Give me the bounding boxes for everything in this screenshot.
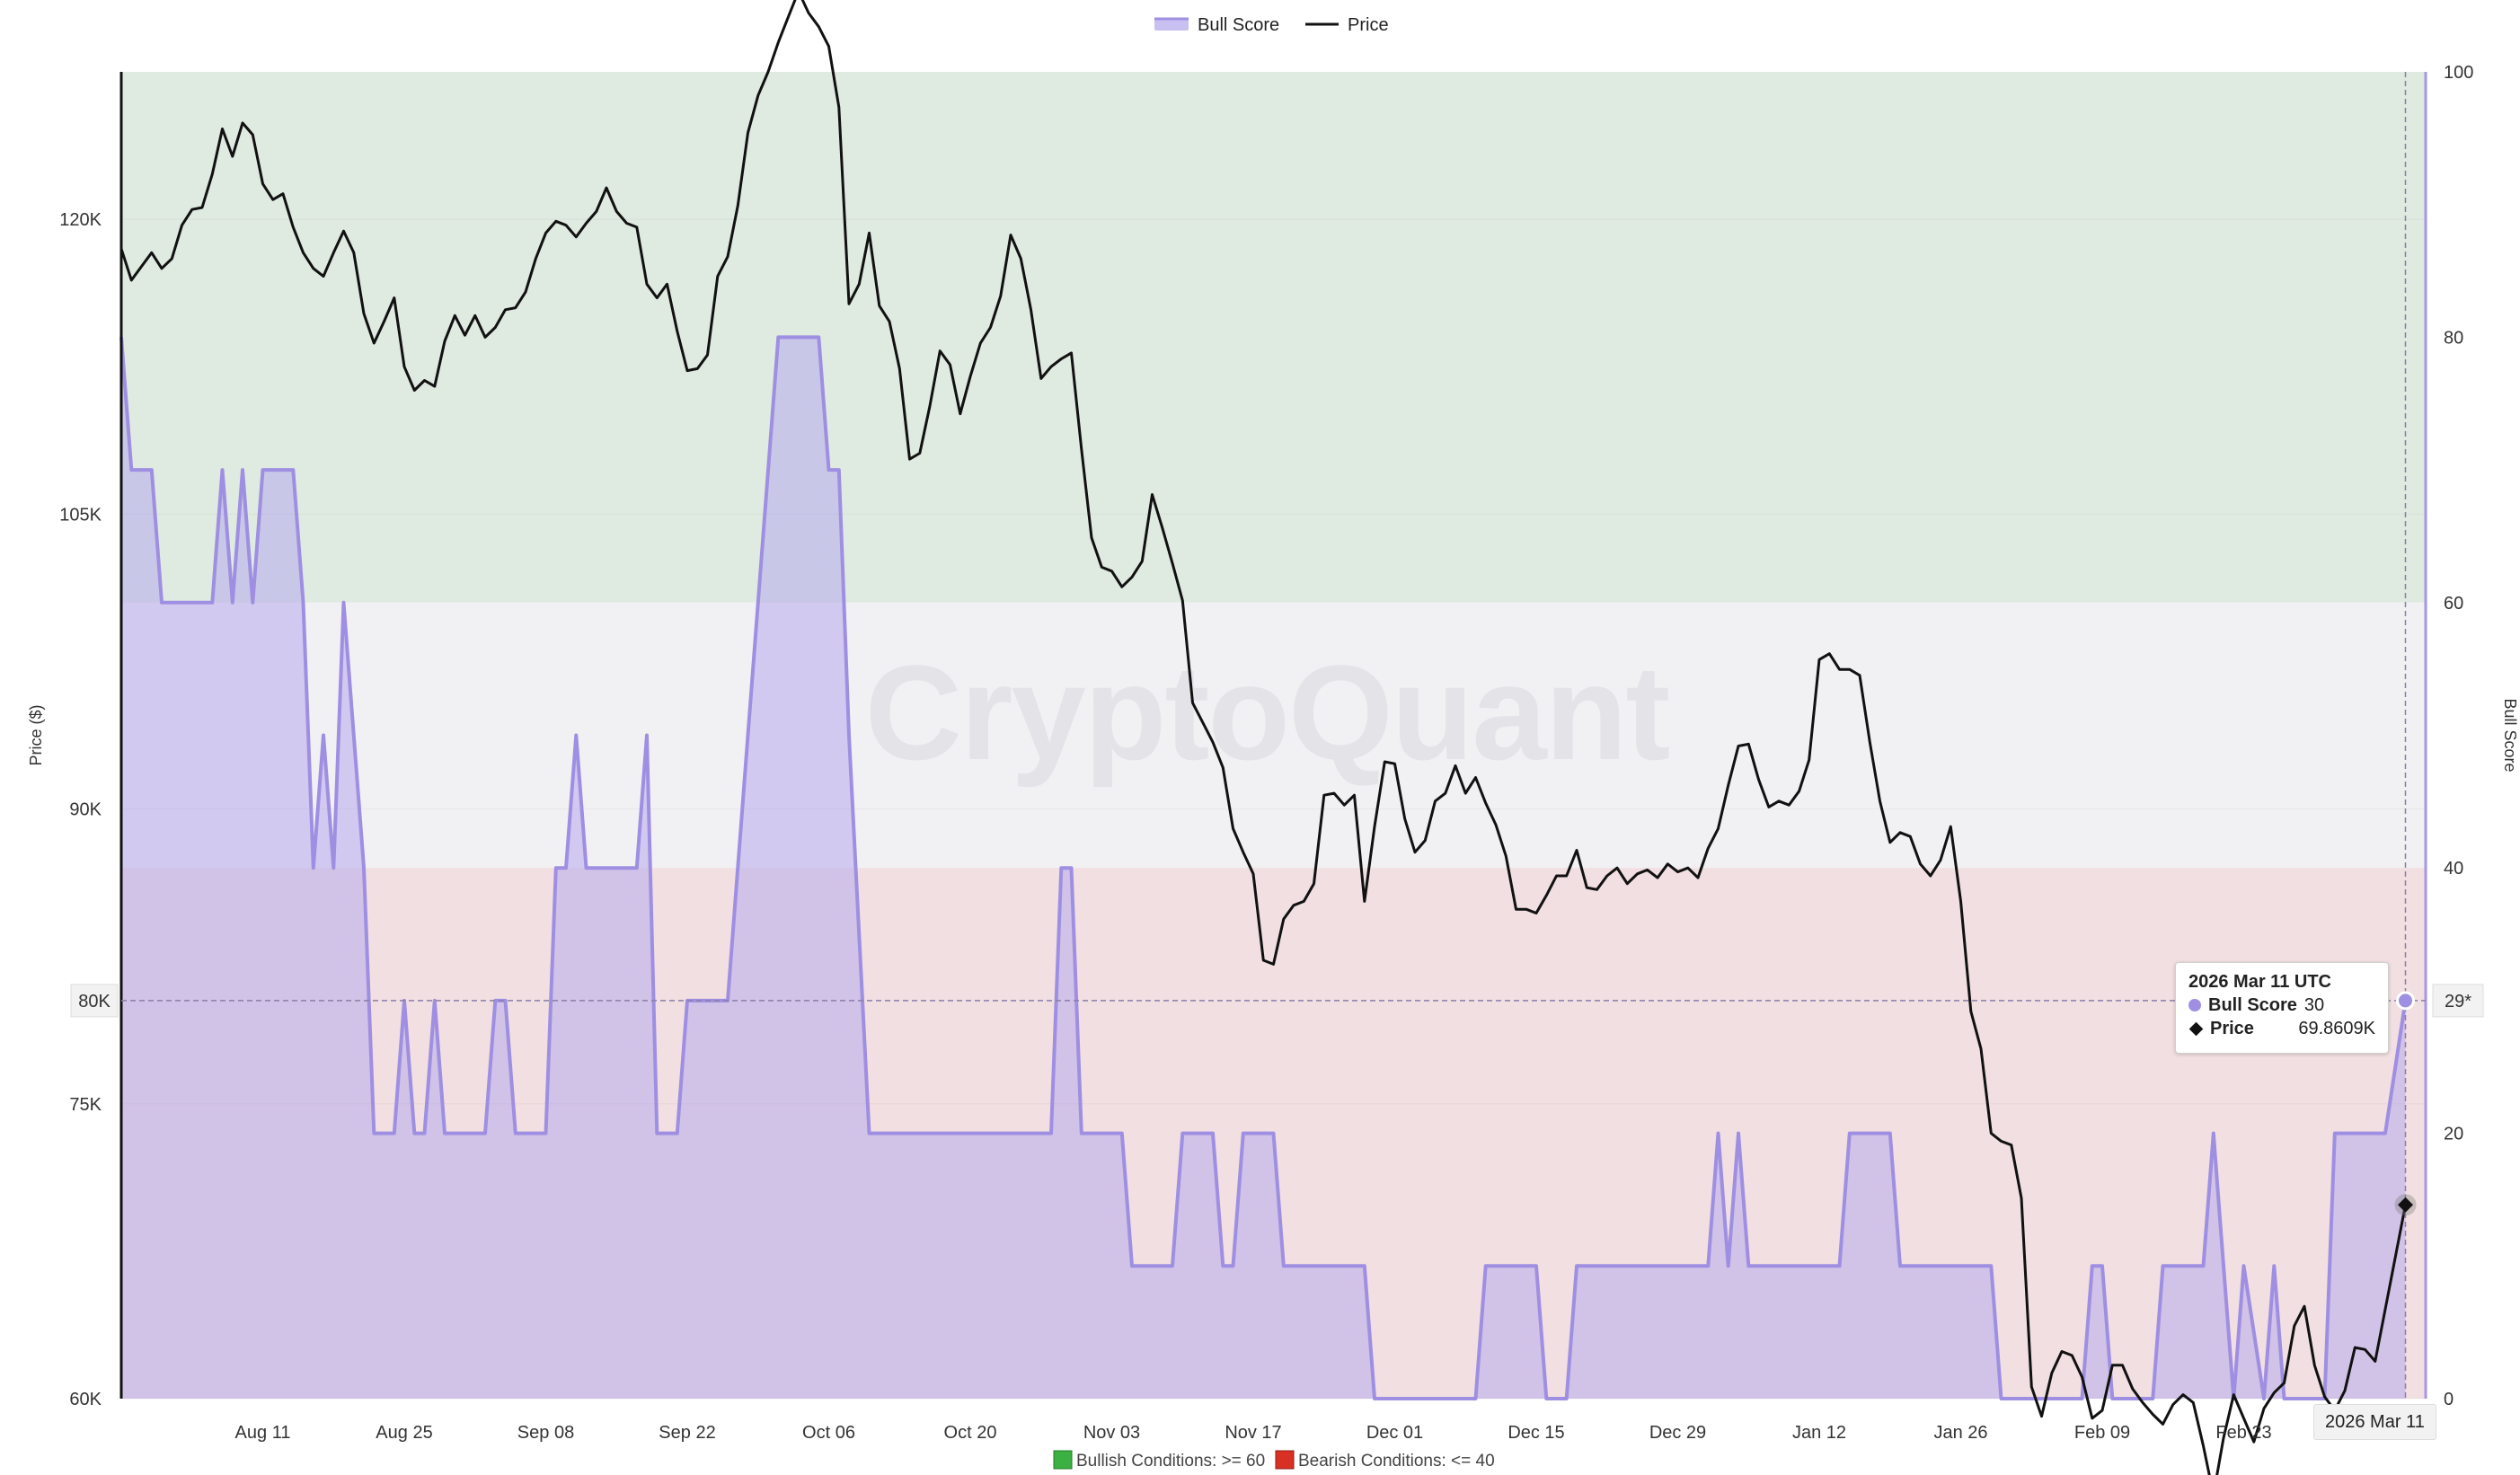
crosshair-date-label: 2026 Mar 11 (2313, 1404, 2436, 1440)
date-tick-label: Feb 09 (2074, 1423, 2130, 1443)
tooltip-title: 2026 Mar 11 UTC (2188, 972, 2331, 992)
bull-score-highlight-point[interactable] (2396, 991, 2415, 1011)
crosshair-price-label: 80K (78, 992, 111, 1011)
bullish-swatch (1053, 1450, 1073, 1470)
bull-score-tick-label: 60 (2444, 594, 2463, 614)
date-tick-label: Sep 08 (517, 1423, 574, 1443)
date-tick-label: Dec 01 (1366, 1423, 1423, 1443)
date-tick-label: Jan 12 (1792, 1423, 1846, 1443)
bull-score-legend-label[interactable]: Bull Score (1198, 15, 1279, 35)
tooltip-price-value: 69.8609K (2298, 1019, 2375, 1038)
date-tick-label: Nov 03 (1083, 1423, 1140, 1443)
bull-score-tick-label: 80 (2444, 328, 2463, 348)
bull-score-axis-title: Bull Score (2501, 698, 2519, 772)
crosshair-score-label: 29* (2445, 992, 2471, 1011)
tooltip: 2026 Mar 11 UTC Bull Score 30 Price 69.8… (2175, 962, 2389, 1054)
date-tick-label: Aug 25 (376, 1423, 432, 1443)
date-axis-ticks: Aug 11 Aug 25 Sep 08 Sep 22 Oct 06 Oct 20 Nov … (235, 1423, 2272, 1443)
price-legend-label[interactable]: Price (1348, 15, 1389, 35)
date-tick-label: Aug 11 (235, 1423, 291, 1443)
neutral-zone (121, 602, 2426, 869)
price-tick-label: 75K (69, 1095, 102, 1115)
date-tick-label: Sep 22 (659, 1423, 715, 1443)
bull-score-dot-icon (2188, 999, 2201, 1011)
price-axis-title: Price ($) (27, 704, 45, 765)
tooltip-bull-score-name: Bull Score (2208, 995, 2297, 1015)
price-highlight-point[interactable] (2394, 1194, 2417, 1216)
bull-score-tick-label: 100 (2444, 63, 2473, 83)
watermark: CryptoQuant (865, 637, 1670, 788)
price-tick-label: 120K (59, 210, 102, 230)
price-diamond-icon (2188, 1021, 2204, 1036)
date-tick-label: Oct 20 (944, 1423, 997, 1443)
date-tick-label: Jan 26 (1933, 1423, 1987, 1443)
tooltip-price-name: Price (2210, 1019, 2254, 1038)
price-axis-ticks: 60K 75K 90K 105K 120K (59, 210, 102, 1409)
bull-score-area (121, 337, 2406, 1399)
bull-score-tick-label: 20 (2444, 1125, 2463, 1144)
date-tick-label: Oct 06 (802, 1423, 855, 1443)
price-line[interactable] (119, 0, 2407, 1475)
date-tick-label: Dec 29 (1649, 1423, 1706, 1443)
crosshair-score-label-box (2432, 984, 2484, 1018)
bull-score-tick-label: 0 (2444, 1390, 2454, 1409)
price-tick-label: 60K (69, 1390, 102, 1409)
conditions-footer: Bullish Conditions: >= 60 Bearish Condit… (1053, 1450, 1495, 1471)
price-tick-label: 90K (69, 800, 102, 820)
bull-score-tick-label: 40 (2444, 859, 2463, 879)
price-tick-label: 105K (59, 505, 102, 525)
bullish-conditions-label: Bullish Conditions: >= 60 (1076, 1452, 1265, 1471)
bearish-swatch (1275, 1450, 1295, 1470)
bearish-conditions-label: Bearish Conditions: <= 40 (1298, 1452, 1495, 1471)
tooltip-bull-score-row: Bull Score 30 (2188, 994, 2375, 1017)
tooltip-bull-score-value: 30 (2303, 995, 2325, 1015)
bull-score-legend-swatch (1154, 18, 1189, 31)
bull-score-line[interactable] (119, 335, 2408, 1400)
bull-score-axis-ticks: 0 20 40 60 80 100 (2444, 63, 2473, 1409)
date-tick-label: Nov 17 (1225, 1423, 1281, 1443)
legend: Bull Score Price (1154, 15, 1389, 35)
bullish-zone (121, 72, 2426, 603)
tooltip-price-row: Price 69.8609K (2188, 1017, 2375, 1040)
date-tick-label: Feb 23 (2215, 1423, 2271, 1443)
crosshair-price-label-box (70, 984, 119, 1018)
date-tick-label: Dec 15 (1508, 1423, 1564, 1443)
